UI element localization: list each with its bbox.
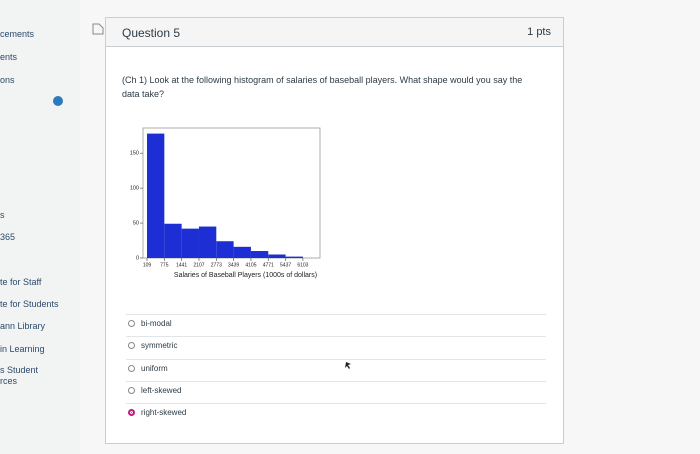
- bar: [268, 254, 286, 258]
- answer-option[interactable]: bi-modal: [126, 314, 546, 335]
- y-tick-label: 50: [133, 221, 139, 227]
- question-header: Question 5 1 pts: [106, 18, 563, 47]
- y-tick-label: 150: [130, 151, 139, 157]
- sidebar-link[interactable]: ons: [0, 75, 15, 85]
- radio-button[interactable]: [128, 387, 135, 394]
- sidebar: cements ents ons s 365 te for Staff te for Stu…: [0, 0, 80, 454]
- sidebar-link[interactable]: te for Students: [0, 299, 59, 309]
- x-tick-label: 775: [160, 262, 169, 268]
- radio-button[interactable]: [128, 409, 135, 416]
- x-tick-label: 2773: [211, 262, 222, 268]
- x-tick-label: 1441: [176, 262, 187, 268]
- y-tick-label: 0: [136, 255, 139, 261]
- sidebar-link[interactable]: rces: [0, 376, 18, 386]
- x-tick-label: 6103: [297, 262, 308, 268]
- sidebar-link[interactable]: ann Library: [0, 321, 46, 331]
- question-points: 1 pts: [527, 26, 551, 38]
- sidebar-link[interactable]: s Student: [0, 365, 39, 375]
- x-tick-label: 5437: [280, 262, 291, 268]
- sidebar-link[interactable]: 365: [0, 232, 16, 242]
- radio-button[interactable]: [128, 365, 135, 372]
- x-tick-label: 4105: [245, 262, 256, 268]
- x-tick-label: 3439: [228, 262, 239, 268]
- answer-option[interactable]: symmetric: [126, 336, 546, 357]
- question-text: (Ch 1) Look at the following histogram o…: [122, 75, 523, 99]
- radio-button[interactable]: [128, 320, 135, 327]
- option-label: uniform: [141, 364, 168, 373]
- sidebar-link[interactable]: ents: [0, 52, 18, 62]
- bar: [285, 256, 303, 258]
- x-tick-label: 4771: [263, 262, 274, 268]
- x-tick-label: 2107: [193, 262, 204, 268]
- option-label: right-skewed: [141, 408, 187, 417]
- option-label: symmetric: [141, 341, 178, 350]
- answer-option[interactable]: left-skewed: [126, 381, 546, 402]
- answer-option[interactable]: right-skewed: [126, 403, 546, 424]
- x-tick-label: 109: [143, 262, 152, 268]
- sidebar-link[interactable]: te for Staff: [0, 277, 42, 287]
- x-axis-label: Salaries of Baseball Players (1000s of d…: [174, 272, 317, 279]
- radio-button[interactable]: [128, 342, 135, 349]
- answer-option[interactable]: uniform: [126, 359, 546, 380]
- y-tick-label: 100: [130, 186, 139, 192]
- bar: [198, 226, 217, 258]
- bar: [216, 241, 234, 258]
- option-label: left-skewed: [141, 386, 182, 395]
- question-title: Question 5: [122, 26, 181, 40]
- bar: [147, 133, 165, 258]
- sidebar-link[interactable]: cements: [0, 29, 35, 39]
- option-label: bi-modal: [141, 319, 172, 328]
- bar: [250, 251, 269, 258]
- sidebar-link[interactable]: in Learning: [0, 344, 45, 354]
- bar: [233, 246, 251, 258]
- sidebar-link[interactable]: s: [0, 210, 5, 220]
- bar: [164, 223, 182, 258]
- bar: [181, 228, 199, 258]
